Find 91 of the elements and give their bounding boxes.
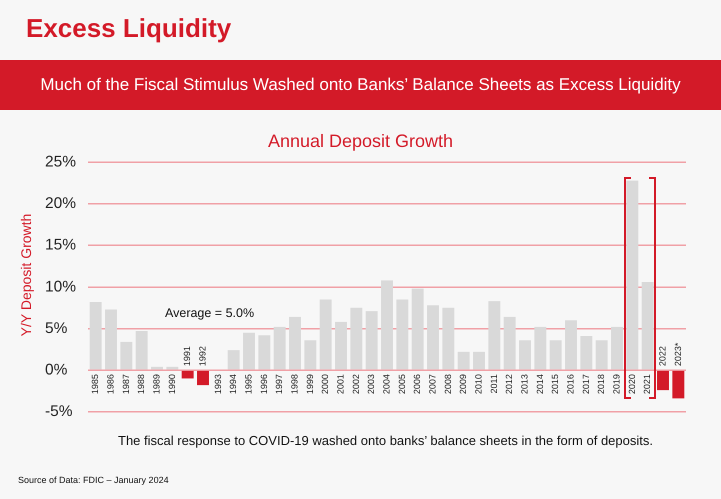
x-tick-label: 2004 — [381, 374, 392, 394]
bar — [519, 340, 531, 370]
bar — [596, 340, 608, 370]
x-tick-label: 1998 — [289, 374, 300, 394]
x-tick-label: 1988 — [136, 374, 146, 394]
bar — [166, 366, 178, 370]
bar — [182, 370, 194, 378]
x-tick-label: 2013 — [519, 374, 530, 394]
x-tick-label: 2016 — [565, 374, 576, 394]
x-tick-label: 2005 — [396, 374, 407, 394]
bar — [412, 288, 424, 370]
bar — [565, 320, 577, 370]
bar — [197, 370, 209, 386]
x-tick-label: 1991 — [182, 346, 192, 366]
bar — [504, 316, 516, 370]
bar — [335, 322, 347, 370]
bar — [350, 308, 362, 370]
bar — [442, 308, 454, 370]
bar — [381, 280, 393, 370]
x-tick-label: 1997 — [274, 374, 284, 394]
y-tick-label: 25% — [45, 154, 76, 171]
x-tick-label: 2015 — [550, 374, 560, 394]
x-tick-label: 2019 — [611, 374, 622, 394]
bar — [534, 326, 546, 370]
bar — [488, 301, 500, 370]
y-tick-label: 5% — [45, 320, 68, 337]
x-tick-label: 1999 — [304, 374, 315, 394]
bar — [396, 299, 408, 370]
source-note: Source of Data: FDIC – January 2024 — [18, 475, 169, 485]
x-tick-label: 2010 — [473, 374, 484, 394]
x-tick-label: 2011 — [488, 374, 499, 394]
bar — [626, 180, 638, 370]
x-tick-label: 1987 — [120, 374, 131, 394]
bar — [458, 352, 470, 370]
x-tick-label: 2017 — [580, 374, 591, 394]
x-tick-label: 2014 — [534, 374, 545, 394]
bar — [473, 352, 485, 370]
bar — [320, 299, 332, 370]
x-tick-label: 1986 — [105, 374, 116, 394]
x-tick-label: 1994 — [228, 374, 238, 394]
bar — [105, 309, 117, 370]
y-axis-title: Y/Y Deposit Growth — [18, 214, 34, 336]
x-tick-label: 1993 — [212, 374, 223, 394]
y-tick-label: -5% — [45, 402, 73, 420]
x-tick-label: 2009 — [458, 374, 468, 394]
x-tick-label: 2003 — [366, 374, 376, 394]
x-tick-label: 2018 — [596, 374, 606, 394]
y-tick-label: 10% — [45, 278, 76, 296]
bar — [611, 326, 623, 370]
y-tick-label: 0% — [45, 361, 68, 378]
text: The fiscal response to COVID-19 washed onto banks’ balance sheets in the form of deposits. — [117, 433, 654, 448]
chart-title: Excess Liquidity — [26, 13, 232, 44]
x-tick-label: 2002 — [350, 374, 361, 394]
y-tick-label: 20% — [45, 195, 76, 212]
x-tick-label: 2008 — [442, 374, 453, 394]
x-tick-label: 2006 — [412, 374, 422, 394]
bar — [550, 340, 562, 370]
bar — [289, 316, 301, 370]
bar — [642, 282, 654, 370]
x-tick-label: 2020 — [626, 374, 637, 394]
x-tick-label: 2007 — [427, 374, 438, 394]
x-tick-label: 1990 — [166, 374, 177, 394]
bar — [151, 366, 163, 370]
x-tick-label: 2001 — [335, 374, 346, 394]
annotation: Average = 5.0% — [165, 306, 254, 320]
x-tick-label: 2022 — [657, 346, 668, 366]
bar — [258, 335, 270, 370]
bar — [228, 350, 240, 370]
x-tick-label: 2021 — [642, 374, 652, 394]
bar — [366, 311, 378, 370]
x-tick-label: 2012 — [504, 374, 514, 394]
chart-subtitle: Much of the Fiscal Stimulus Washed onto Banks’ Balance Sheets as Excess Liquidity — [0, 60, 721, 110]
x-tick-label: 1989 — [151, 374, 162, 394]
x-tick-label: 2023* — [672, 342, 683, 366]
bar — [427, 305, 439, 370]
bar — [657, 370, 669, 390]
x-tick-label: 1992 — [197, 346, 208, 366]
bar — [90, 302, 102, 370]
x-tick-label: 1995 — [243, 374, 254, 394]
bar — [672, 370, 684, 398]
bar — [580, 336, 592, 370]
bar — [274, 326, 286, 370]
x-tick-label: 1985 — [90, 374, 100, 394]
bar — [136, 331, 148, 370]
bar — [243, 332, 255, 370]
bar — [120, 342, 132, 370]
x-tick-label: 1996 — [258, 374, 269, 394]
bar — [304, 340, 316, 370]
text: Annual Deposit Growth — [266, 131, 454, 152]
y-tick-label: 15% — [45, 236, 76, 254]
x-tick-label: 2000 — [320, 374, 330, 394]
